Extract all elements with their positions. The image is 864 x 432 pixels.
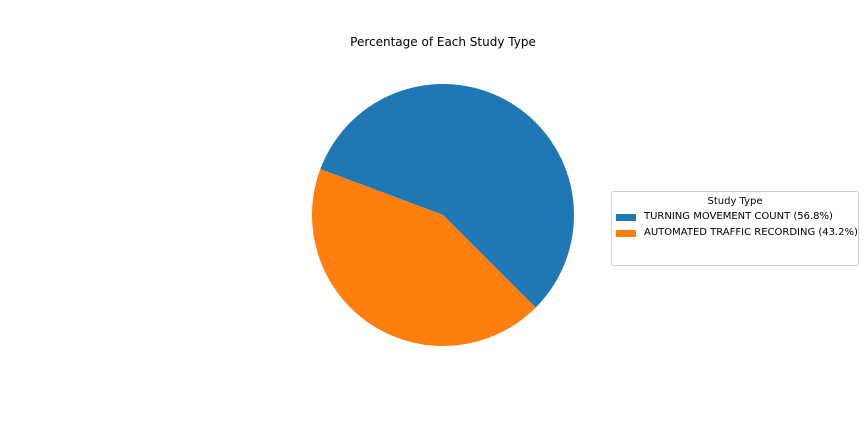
pie-slice-turning-movement-count: [320, 83, 574, 308]
legend-label: AUTOMATED TRAFFIC RECORDING (43.2%): [644, 227, 858, 238]
pie-slice-automated-traffic-recording: [311, 169, 536, 346]
legend-entry-turning-movement-count: TURNING MOVEMENT COUNT (56.8%): [616, 209, 858, 225]
pie-slices: [311, 83, 574, 346]
legend: Study Type TURNING MOVEMENT COUNT (56.8%…: [611, 191, 859, 266]
legend-swatch: [616, 213, 636, 221]
legend-label: TURNING MOVEMENT COUNT (56.8%): [644, 211, 833, 222]
legend-title: Study Type: [707, 196, 763, 207]
legend-entry-automated-traffic-recording: AUTOMATED TRAFFIC RECORDING (43.2%): [616, 225, 858, 241]
chart-title: Percentage of Each Study Type: [350, 35, 536, 49]
legend-swatch: [616, 229, 636, 237]
